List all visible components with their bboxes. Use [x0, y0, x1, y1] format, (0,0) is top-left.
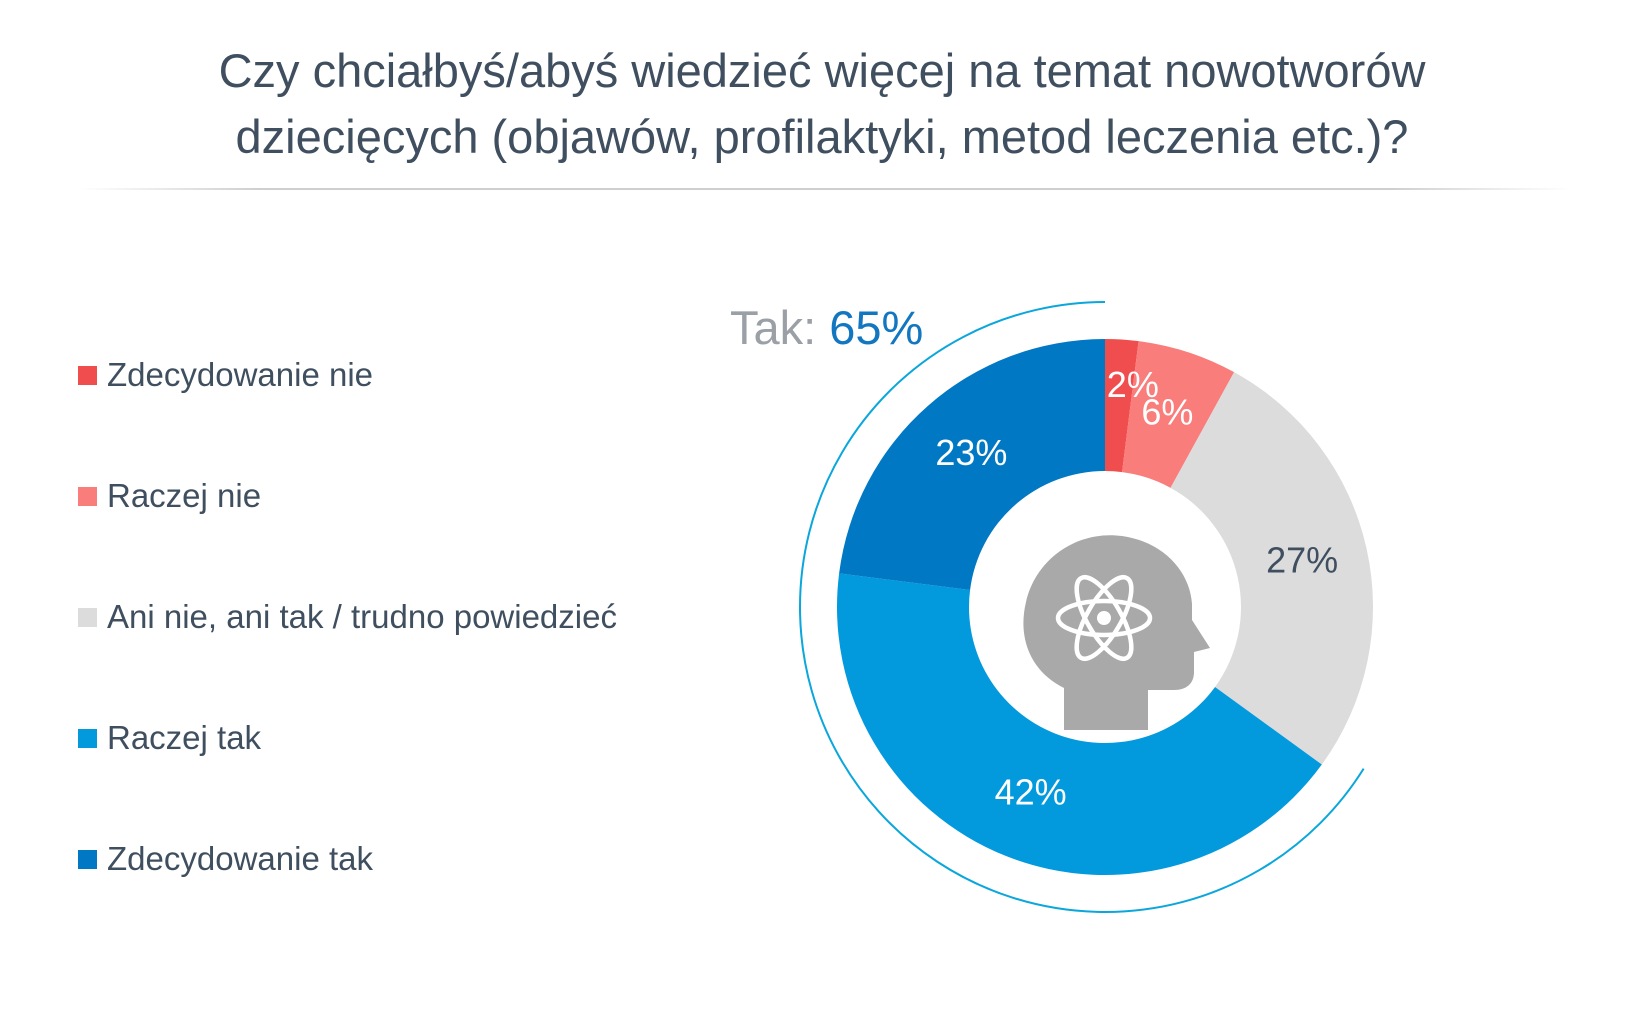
slice-zdecydowanie-nie — [1105, 339, 1139, 473]
legend: Zdecydowanie nie Raczej nie Ani nie, ani… — [78, 355, 617, 960]
slice-raczej-tak — [837, 573, 1322, 876]
slice-label-ani-nie-ani-tak: 27% — [1266, 539, 1338, 580]
legend-item-zdecydowanie-nie: Zdecydowanie nie — [78, 355, 617, 395]
head-atom-icon — [1023, 535, 1210, 730]
legend-label: Zdecydowanie tak — [107, 840, 373, 877]
legend-swatch — [78, 486, 97, 506]
donut-slice-labels: 2%6% 27% 42% 23% — [935, 364, 1338, 812]
legend-item-ani-nie-ani-tak: Ani nie, ani tak / trudno powiedzieć — [78, 597, 617, 637]
chart-title: Czy chciałbyś/abyś wiedzieć więcej na te… — [0, 38, 1644, 170]
slice-zdecydowanie-tak — [839, 339, 1105, 590]
legend-label: Zdecydowanie nie — [107, 356, 373, 393]
legend-label: Raczej tak — [107, 719, 262, 756]
legend-item-raczej-tak: Raczej tak — [78, 718, 617, 758]
legend-swatch — [78, 607, 97, 627]
slice-label-raczej-tak: 42% — [995, 771, 1067, 812]
legend-item-zdecydowanie-tak: Zdecydowanie tak — [78, 839, 617, 879]
legend-swatch — [78, 849, 97, 869]
donut-slices — [837, 339, 1373, 876]
legend-swatch — [78, 728, 97, 748]
slice-label-raczej-nie: 6% — [1141, 391, 1193, 432]
title-divider — [80, 188, 1570, 190]
slice-raczej-nie — [1122, 341, 1235, 488]
tak-highlight-arc — [799, 301, 1365, 913]
slice-ani-nie-ani-tak — [1170, 372, 1373, 765]
legend-label: Ani nie, ani tak / trudno powiedzieć — [107, 598, 617, 635]
slice-label-zdecydowanie-nie: 2% — [1107, 364, 1159, 405]
legend-label: Raczej nie — [107, 477, 262, 514]
chart-title-line-1: Czy chciałbyś/abyś wiedzieć więcej na te… — [218, 44, 1426, 97]
legend-item-raczej-nie: Raczej nie — [78, 476, 617, 516]
legend-swatch — [78, 365, 97, 385]
tak-total-label: Tak: — [730, 301, 817, 354]
slice-label-zdecydowanie-tak: 23% — [935, 432, 1007, 473]
tak-total-value: 65% — [829, 301, 924, 354]
tak-total-callout: Tak: 65% — [730, 300, 923, 355]
chart-title-line-2: dziecięcych (objawów, profilaktyki, meto… — [235, 110, 1409, 163]
